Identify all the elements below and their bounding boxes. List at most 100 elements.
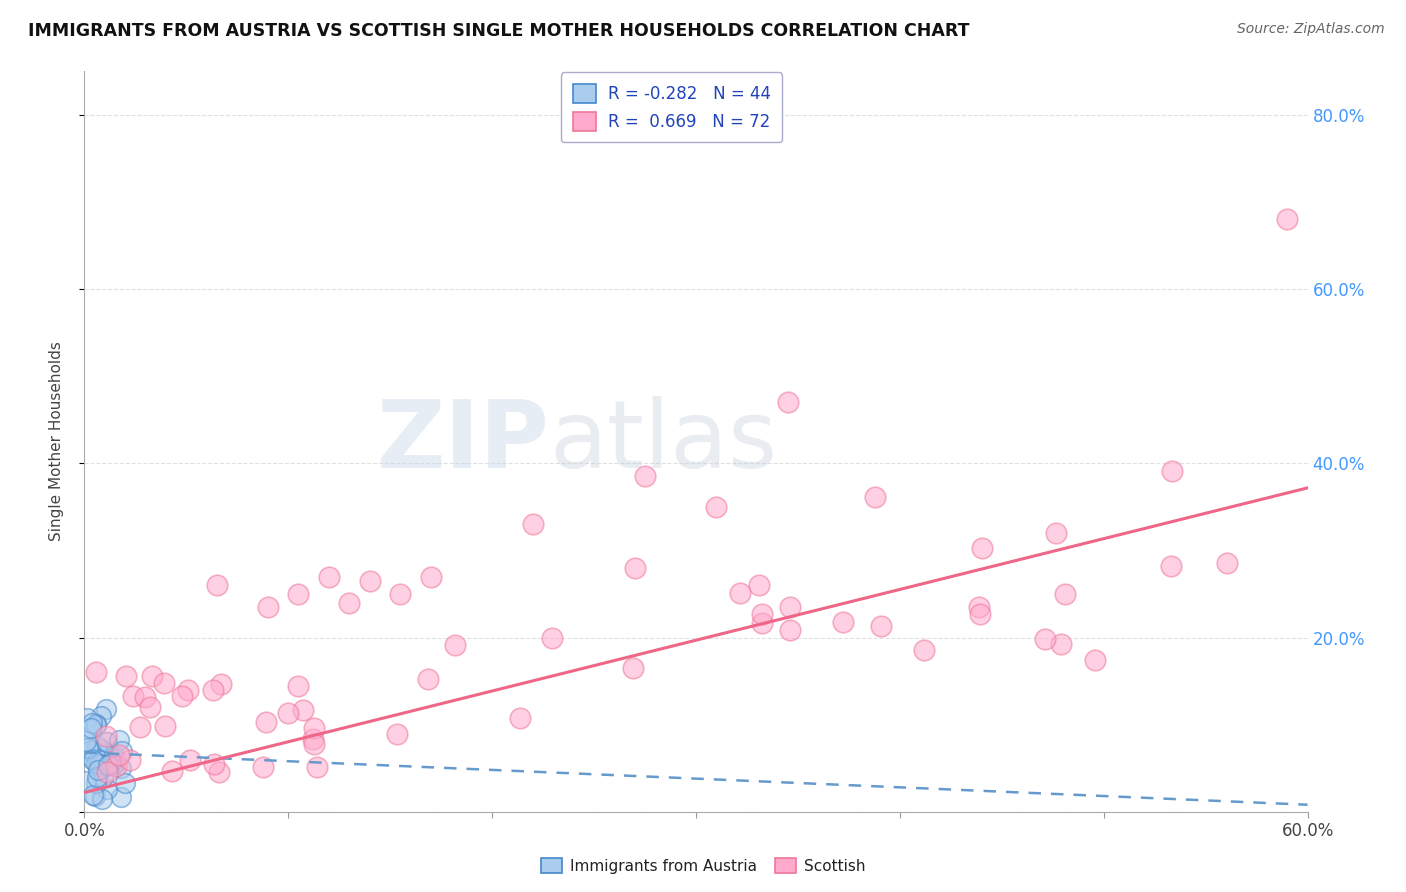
Point bbox=[359, 574, 381, 588]
Point bbox=[912, 643, 935, 657]
Point bbox=[387, 727, 409, 741]
Point bbox=[97, 757, 120, 772]
Point bbox=[129, 720, 152, 734]
Point bbox=[305, 760, 328, 774]
Point bbox=[84, 789, 107, 803]
Point bbox=[277, 706, 299, 721]
Point bbox=[86, 739, 108, 753]
Point bbox=[118, 753, 141, 767]
Point bbox=[96, 764, 118, 779]
Point bbox=[287, 587, 309, 601]
Point bbox=[90, 742, 112, 756]
Point bbox=[257, 600, 280, 615]
Point bbox=[153, 719, 176, 733]
Point bbox=[208, 765, 231, 780]
Point bbox=[80, 721, 103, 735]
Point bbox=[751, 615, 773, 630]
Point bbox=[94, 702, 117, 716]
Point bbox=[90, 762, 112, 776]
Point bbox=[75, 723, 97, 737]
Point bbox=[444, 638, 467, 652]
Point bbox=[779, 600, 801, 615]
Point bbox=[728, 585, 751, 599]
Point bbox=[706, 500, 728, 514]
Point bbox=[1045, 525, 1067, 540]
Point bbox=[82, 754, 104, 768]
Point bbox=[86, 752, 108, 766]
Point bbox=[107, 733, 129, 747]
Point bbox=[114, 776, 136, 790]
Point bbox=[1054, 587, 1077, 601]
Point bbox=[389, 587, 412, 601]
Point bbox=[105, 759, 128, 773]
Point bbox=[76, 711, 98, 725]
Text: atlas: atlas bbox=[550, 395, 778, 488]
Point bbox=[624, 561, 647, 575]
Point bbox=[90, 708, 112, 723]
Point bbox=[111, 744, 134, 758]
Point bbox=[287, 679, 309, 693]
Point bbox=[420, 569, 443, 583]
Point bbox=[75, 774, 97, 789]
Point bbox=[160, 764, 183, 778]
Point bbox=[254, 715, 277, 730]
Point bbox=[302, 737, 325, 751]
Point bbox=[832, 615, 855, 629]
Point bbox=[205, 578, 228, 592]
Point bbox=[86, 770, 108, 784]
Point bbox=[80, 743, 103, 757]
Point bbox=[84, 717, 107, 731]
Point bbox=[82, 752, 104, 766]
Point bbox=[122, 689, 145, 703]
Point bbox=[318, 569, 340, 583]
Point bbox=[103, 756, 125, 771]
Point bbox=[141, 668, 163, 682]
Point bbox=[134, 690, 156, 705]
Point bbox=[172, 689, 194, 703]
Point bbox=[252, 759, 274, 773]
Point bbox=[339, 596, 361, 610]
Point bbox=[416, 672, 439, 686]
Point bbox=[748, 578, 770, 592]
Point bbox=[304, 721, 326, 735]
Point bbox=[522, 517, 544, 532]
Point bbox=[291, 702, 314, 716]
Point bbox=[1033, 632, 1056, 647]
Point bbox=[84, 665, 107, 680]
Text: IMMIGRANTS FROM AUSTRIA VS SCOTTISH SINGLE MOTHER HOUSEHOLDS CORRELATION CHART: IMMIGRANTS FROM AUSTRIA VS SCOTTISH SING… bbox=[28, 22, 970, 40]
Point bbox=[77, 741, 100, 756]
Point bbox=[84, 756, 107, 770]
Point bbox=[100, 756, 122, 770]
Legend: R = -0.282   N = 44, R =  0.669   N = 72: R = -0.282 N = 44, R = 0.669 N = 72 bbox=[561, 72, 782, 143]
Point bbox=[79, 743, 101, 757]
Point bbox=[80, 716, 103, 731]
Point bbox=[103, 749, 125, 764]
Point bbox=[96, 782, 118, 797]
Point bbox=[94, 729, 117, 743]
Point bbox=[179, 753, 201, 767]
Point bbox=[96, 759, 118, 773]
Point bbox=[139, 700, 162, 714]
Point bbox=[1084, 653, 1107, 667]
Point bbox=[509, 711, 531, 725]
Point bbox=[969, 599, 991, 614]
Point bbox=[540, 632, 562, 646]
Y-axis label: Single Mother Households: Single Mother Households bbox=[49, 342, 63, 541]
Text: Source: ZipAtlas.com: Source: ZipAtlas.com bbox=[1237, 22, 1385, 37]
Point bbox=[202, 757, 225, 772]
Point bbox=[108, 747, 131, 762]
Point bbox=[89, 756, 111, 771]
Point bbox=[101, 749, 124, 764]
Point bbox=[1161, 464, 1184, 478]
Point bbox=[84, 775, 107, 789]
Point bbox=[93, 753, 115, 767]
Point bbox=[1277, 212, 1299, 227]
Point bbox=[115, 669, 138, 683]
Point bbox=[301, 732, 323, 747]
Point bbox=[91, 792, 114, 806]
Point bbox=[621, 661, 644, 675]
Point bbox=[177, 682, 200, 697]
Legend: Immigrants from Austria, Scottish: Immigrants from Austria, Scottish bbox=[534, 852, 872, 880]
Point bbox=[91, 770, 114, 784]
Point bbox=[634, 469, 657, 483]
